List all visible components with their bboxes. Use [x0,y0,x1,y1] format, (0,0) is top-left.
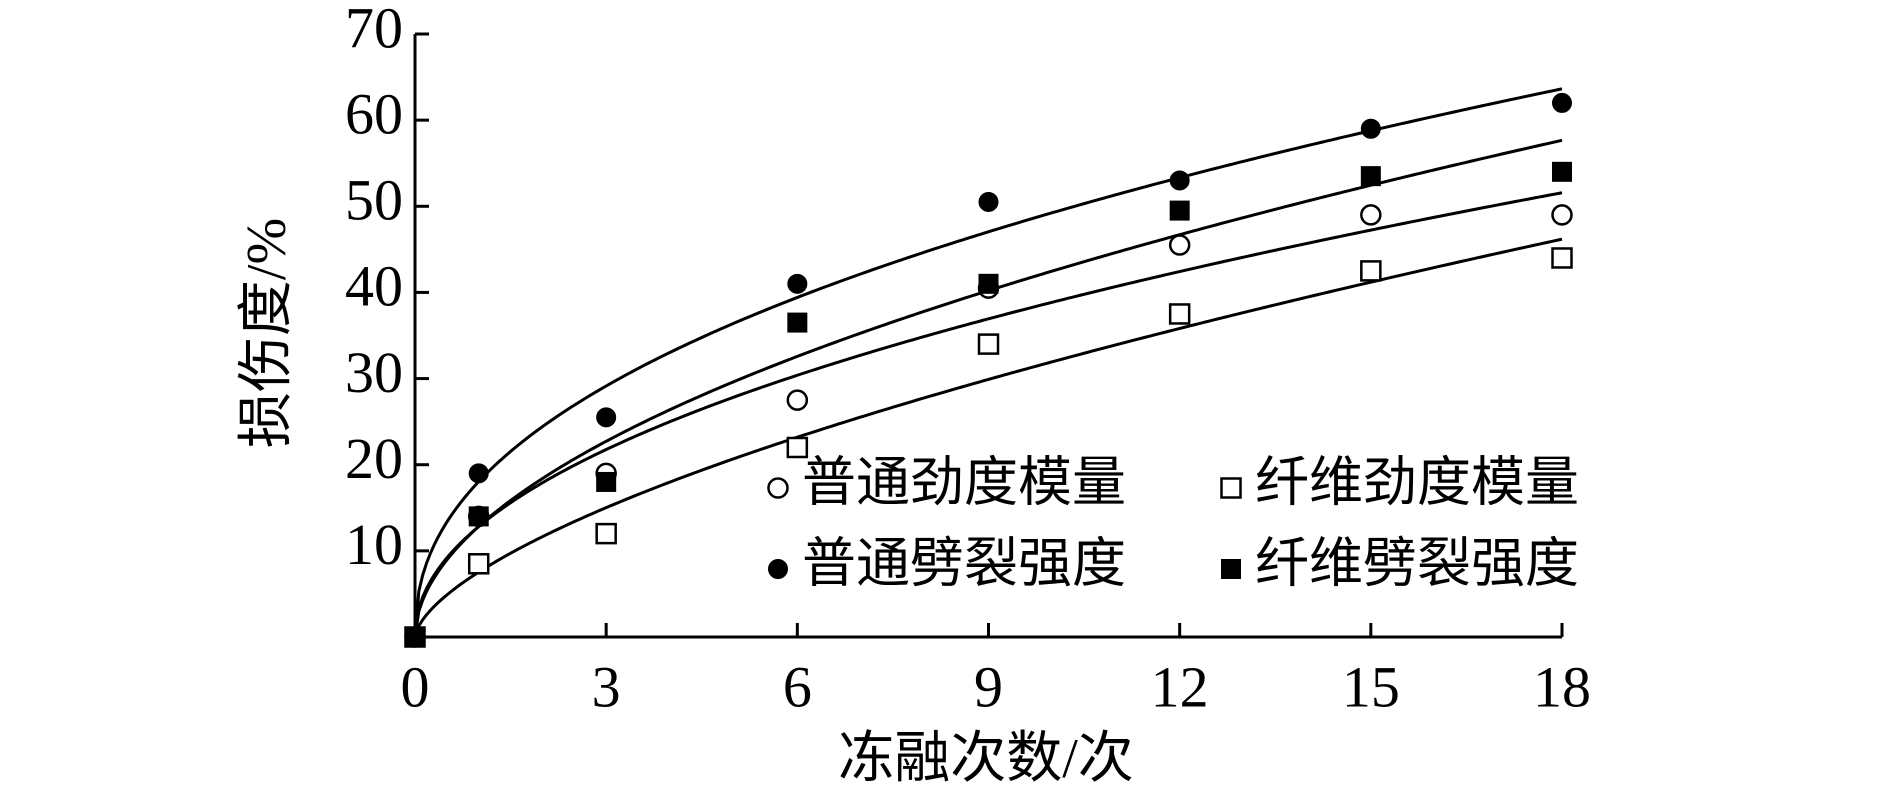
legend-marker [1221,559,1241,579]
legend-item: 纤维劲度模量 [1220,452,1579,512]
data-point [596,407,617,428]
legend-marker [768,559,788,579]
x-tick-label: 3 [592,654,621,719]
x-tick-label: 12 [1151,654,1209,719]
legend-label: 纤维劈裂强度 [1255,533,1579,593]
data-point [977,333,1000,355]
data-point [786,389,809,411]
data-point [1551,204,1573,226]
data-point [787,273,808,294]
data-point [468,506,489,527]
data-point [1168,234,1191,256]
legend-item: 普通劈裂强度 [768,533,1126,593]
trend-curve [413,237,1563,638]
data-point [787,312,808,333]
y-tick-label: 70 [345,0,403,60]
legend-label: 普通劈裂强度 [802,533,1126,593]
data-point [1360,204,1382,226]
data-point [405,627,425,647]
data-point [1552,161,1572,182]
data-point [468,463,489,484]
x-tick-label: 18 [1533,654,1591,719]
x-tick-label: 6 [783,654,812,719]
x-tick-label: 15 [1342,654,1400,719]
legend-item: 纤维劈裂强度 [1221,533,1579,593]
data-point [1169,170,1190,191]
data-point [595,522,617,545]
data-point [786,436,809,459]
data-point [1360,166,1381,187]
x-tick-label: 0 [401,654,430,719]
y-tick-label: 60 [345,81,403,146]
y-axis-title: 损伤度/% [236,218,298,448]
x-axis-title: 冻融次数/次 [838,728,1134,790]
data-point [1360,118,1381,139]
data-point [978,273,999,294]
legend-marker [1220,477,1242,499]
data-point [1168,303,1191,325]
data-point [978,191,999,212]
y-tick-label: 10 [345,512,403,577]
data-point [1169,200,1190,221]
y-tick-label: 30 [345,340,403,405]
legend-label: 普通劲度模量 [802,452,1126,512]
data-point [1551,247,1573,269]
trend-curve [413,191,1563,638]
data-point [467,553,490,575]
x-tick-label: 9 [974,654,1003,719]
y-tick-label: 40 [345,254,403,319]
data-point [596,471,617,492]
legend-label: 纤维劲度模量 [1255,452,1579,512]
data-point [1360,260,1382,282]
y-tick-label: 20 [345,426,403,491]
data-point [1552,92,1572,113]
y-tick-label: 50 [345,168,403,233]
legend-item: 普通劲度模量 [767,452,1126,512]
legend-marker [767,477,789,499]
